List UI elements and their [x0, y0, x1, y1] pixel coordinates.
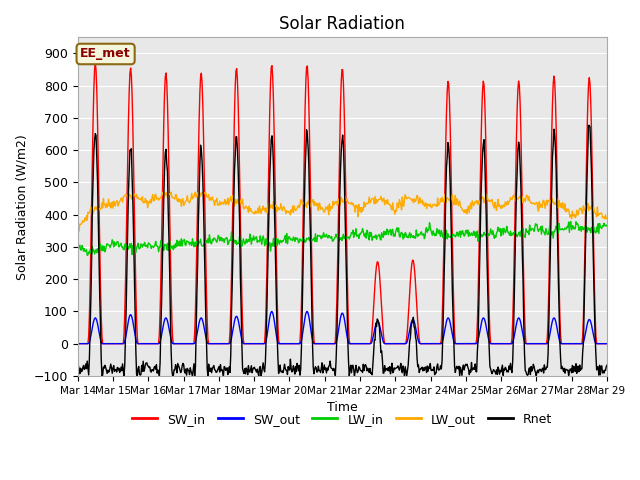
Line: LW_out: LW_out — [77, 192, 607, 232]
SW_in — [193, 275, 200, 281]
Rnet — [407, 324, 415, 329]
LW_in — [193, 239, 200, 245]
SW_out — [138, 341, 145, 347]
LW_in — [83, 252, 91, 258]
LW_out — [139, 194, 147, 200]
LW_out — [74, 226, 81, 231]
LW_in — [407, 231, 415, 237]
Text: EE_met: EE_met — [80, 48, 131, 60]
LW_in — [84, 252, 92, 258]
Title: Solar Radiation: Solar Radiation — [279, 15, 405, 33]
Rnet — [193, 325, 200, 331]
Rnet — [423, 370, 431, 375]
SW_in — [423, 341, 431, 347]
LW_out — [603, 216, 611, 221]
Rnet — [98, 373, 106, 379]
SW_in — [603, 341, 611, 347]
SW_out — [191, 338, 199, 344]
Line: Rnet: Rnet — [77, 125, 607, 376]
Rnet — [139, 368, 147, 374]
LW_in — [220, 240, 228, 245]
SW_out — [423, 341, 431, 347]
LW_out — [159, 189, 167, 195]
LW_in — [139, 244, 147, 250]
Y-axis label: Solar Radiation (W/m2): Solar Radiation (W/m2) — [15, 134, 28, 279]
SW_in — [83, 341, 91, 347]
SW_out — [220, 341, 227, 347]
LW_out — [193, 194, 201, 200]
SW_in — [407, 268, 415, 274]
Rnet — [220, 364, 228, 370]
SW_out — [83, 341, 91, 347]
LW_in — [567, 219, 575, 225]
Line: LW_in: LW_in — [77, 222, 607, 255]
SW_in — [74, 341, 81, 347]
SW_out — [74, 341, 81, 347]
LW_out — [221, 197, 228, 203]
SW_in — [92, 60, 99, 66]
LW_in — [603, 222, 611, 228]
Line: SW_out: SW_out — [77, 312, 607, 344]
LW_out — [424, 201, 431, 207]
LW_out — [84, 209, 92, 215]
Line: SW_in: SW_in — [77, 63, 607, 344]
SW_in — [139, 341, 147, 347]
Rnet — [603, 362, 611, 368]
SW_in — [220, 341, 228, 347]
LW_in — [423, 225, 431, 230]
Rnet — [83, 358, 91, 364]
Legend: SW_in, SW_out, LW_in, LW_out, Rnet: SW_in, SW_out, LW_in, LW_out, Rnet — [127, 408, 557, 431]
LW_out — [74, 229, 82, 235]
SW_out — [603, 341, 611, 347]
Rnet — [585, 122, 593, 128]
LW_out — [408, 198, 416, 204]
SW_out — [407, 320, 415, 326]
X-axis label: Time: Time — [327, 401, 358, 414]
SW_out — [268, 309, 276, 314]
Rnet — [74, 364, 81, 370]
LW_in — [74, 244, 81, 250]
